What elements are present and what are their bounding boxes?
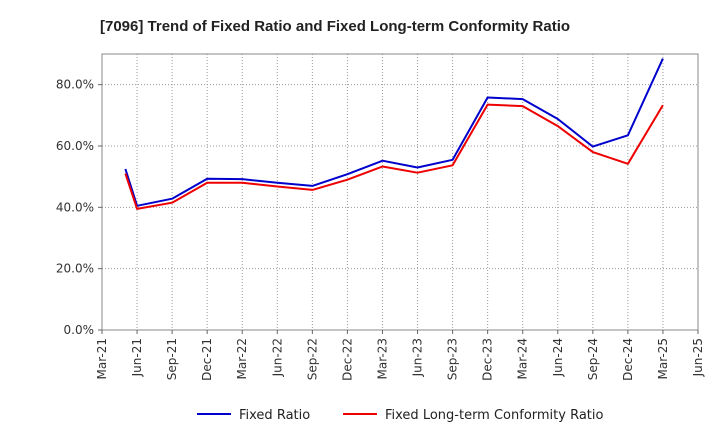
chart-title: [7096] Trend of Fixed Ratio and Fixed Lo… xyxy=(100,18,570,35)
x-tick-label: Sep-24 xyxy=(586,338,600,380)
y-tick-label: 80.0% xyxy=(56,78,94,92)
y-tick-label: 60.0% xyxy=(56,139,94,153)
plot-area xyxy=(101,53,699,331)
x-tick-label: Sep-21 xyxy=(165,338,179,380)
x-tick-label: Dec-22 xyxy=(340,338,354,381)
x-tick-label: Mar-21 xyxy=(95,338,109,379)
x-tick-label: Jun-22 xyxy=(270,338,284,377)
series-line-fixed-long-term-conformity-ratio xyxy=(124,103,664,210)
legend-label-fixed-ratio: Fixed Ratio xyxy=(239,408,310,423)
series-group xyxy=(124,58,664,210)
x-tick-label: Dec-21 xyxy=(200,338,214,381)
x-tick-label: Dec-24 xyxy=(621,338,635,381)
x-tick-label: Sep-22 xyxy=(305,338,319,380)
x-tick-label: Dec-23 xyxy=(481,338,495,381)
x-tick-label: Jun-25 xyxy=(691,338,705,377)
legend-label-fixed-long-term-conformity-ratio: Fixed Long-term Conformity Ratio xyxy=(385,408,604,423)
y-tick-label: 20.0% xyxy=(56,262,94,276)
x-axis: Mar-21 Jun-21 Sep-21 Dec-21 Mar-22 Jun-22 Sep-… xyxy=(95,330,705,381)
x-tick-label: Jun-24 xyxy=(551,338,565,377)
x-tick-label: Mar-25 xyxy=(656,338,670,379)
x-tick-label: Mar-24 xyxy=(516,338,530,379)
series-line-fixed-ratio xyxy=(124,58,664,207)
legend: Fixed Ratio Fixed Long-term Conformity R… xyxy=(197,408,604,423)
y-tick-label: 0.0% xyxy=(64,323,95,337)
x-tick-label: Mar-22 xyxy=(235,338,249,379)
x-tick-label: Jun-23 xyxy=(411,338,425,377)
y-axis: 0.0% 20.0% 40.0% 60.0% 80.0% xyxy=(56,78,102,337)
x-tick-label: Mar-23 xyxy=(375,338,389,379)
x-tick-label: Jun-21 xyxy=(130,338,144,377)
y-tick-label: 40.0% xyxy=(56,200,94,214)
x-tick-label: Sep-23 xyxy=(446,338,460,380)
